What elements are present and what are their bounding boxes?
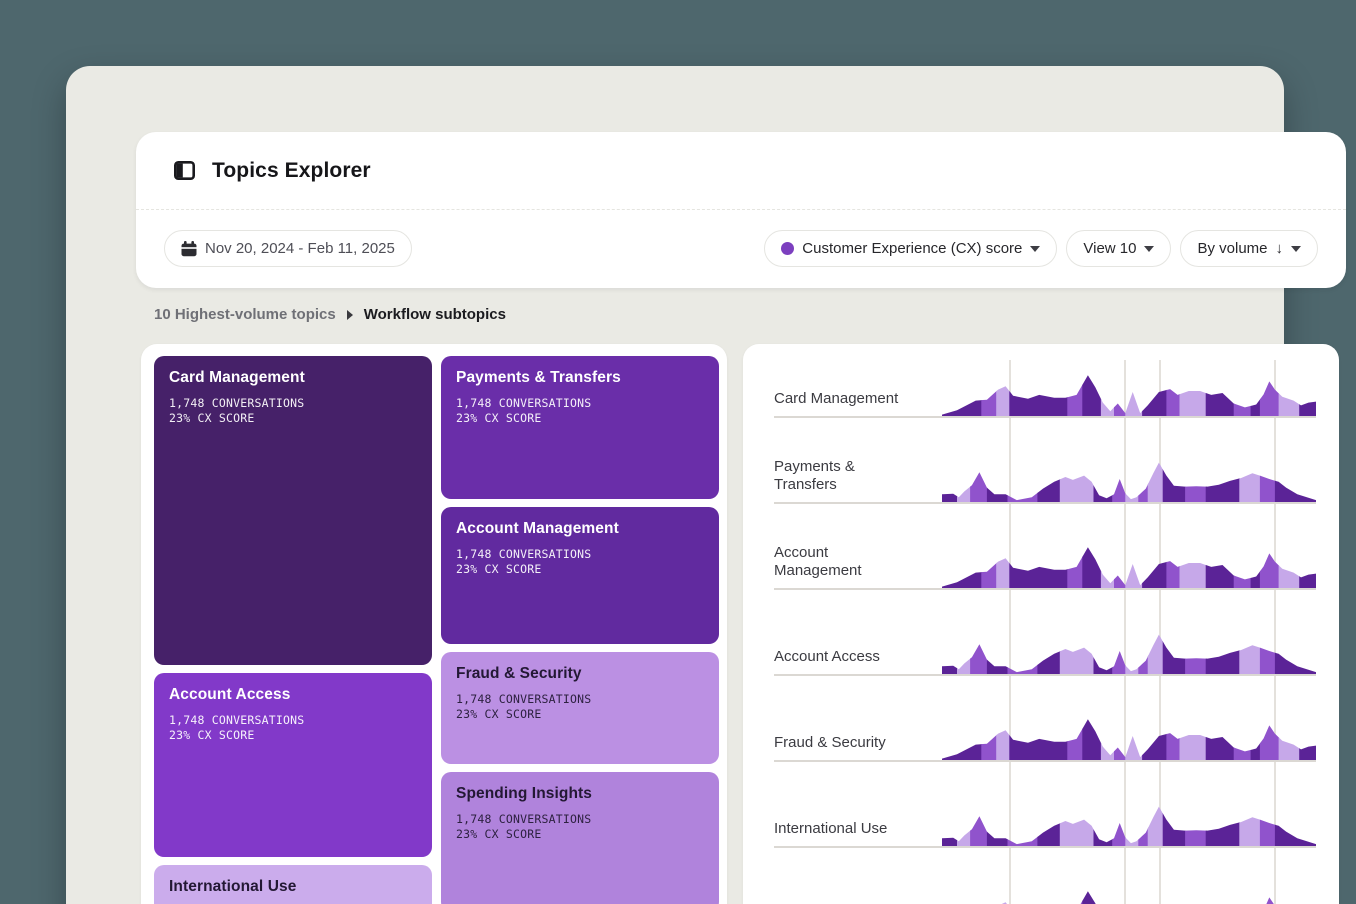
trend-row-baseline [774,416,1316,418]
trend-row-baseline [774,502,1316,504]
breadcrumb-parent[interactable]: 10 Highest-volume topics [154,306,336,323]
trend-area-chart [1001,891,1274,904]
treemap-card-stats: 1,748 CONVERSATIONS 23% CX SCORE [169,713,305,742]
header-card: Topics Explorer Nov 20, 2024 - Feb 11, 2… [136,132,1346,288]
view-count-select[interactable]: View 10 [1066,230,1172,267]
date-range-picker[interactable]: Nov 20, 2024 - Feb 11, 2025 [164,230,412,267]
trend-row-card-management[interactable]: Card Management [743,344,1339,418]
chevron-down-icon [1030,245,1041,252]
chevron-down-icon [1144,245,1155,252]
vertical-gridline [1009,360,1012,904]
vertical-gridline [1123,360,1126,904]
app-container: Topics Explorer Nov 20, 2024 - Feb 11, 2… [66,66,1346,904]
page-title: Topics Explorer [212,158,371,182]
treemap-card-title: Card Management [169,369,305,386]
trend-area-chart [942,719,1316,760]
topics-explorer-icon [174,161,195,180]
trend-charts-panel: Card Management Payments & Transfers Accou… [743,344,1339,904]
view-count-label: View 10 [1083,240,1137,257]
breadcrumb-current: Workflow subtopics [363,306,506,323]
trend-row-label: Fraud & Security [774,734,886,752]
trend-row-account-management[interactable]: Account Management [743,504,1339,590]
trend-rows: Card Management Payments & Transfers Accou… [743,344,1339,904]
treemap-card-stats: 1,748 CONVERSATIONS 23% CX SCORE [169,396,305,425]
toolbar: Nov 20, 2024 - Feb 11, 2025 Customer Exp… [136,210,1346,287]
trend-row-baseline [774,760,1316,762]
arrow-down-icon: ↓ [1275,240,1284,257]
metric-dot [781,242,795,255]
trend-row-international-use[interactable]: International Use [743,762,1339,848]
treemap-card-international-use[interactable]: International Use1,748 CONVERSATIONS 23%… [154,865,432,904]
calendar-icon [181,240,197,256]
breadcrumb: 10 Highest-volume topics Workflow subtop… [154,306,506,323]
trend-area-chart [942,634,1316,674]
date-range-label: Nov 20, 2024 - Feb 11, 2025 [205,240,395,257]
treemap-card-title: Payments & Transfers [456,369,621,386]
trend-row-label: Account Management [774,543,862,580]
trend-row-spending-insights[interactable]: Spending Insights [743,848,1339,904]
trend-area-chart [942,375,1316,416]
trend-area-chart [942,806,1316,846]
chevron-right-icon [346,309,353,320]
treemap-card-card-management[interactable]: Card Management 1,748 CONVERSATIONS 23% C… [154,356,432,665]
toolbar-right-group: Customer Experience (CX) score View 10 B… [764,230,1318,267]
treemap-card-title: Fraud & Security [456,665,582,682]
treemap-card-title: International Use [169,878,297,895]
treemap-card-fraud-security[interactable]: Fraud & Security 1,748 CONVERSATIONS 23% … [441,652,719,764]
chevron-down-icon [1291,245,1301,252]
treemap-card-account-access[interactable]: Account Access 1,748 CONVERSATIONS 23% CX… [154,673,432,857]
treemap-card-payments-transfers[interactable]: Payments & Transfers 1,748 CONVERSATIONS … [441,356,719,499]
treemap-card-stats: 1,748 CONVERSATIONS 23% CX SCORE [456,692,592,721]
trend-row-baseline [774,588,1316,590]
treemap-card-stats: 1,748 CONVERSATIONS 23% CX SCORE [456,547,592,576]
trend-row-label: Card Management [774,390,899,408]
treemap-card-title: Account Access [169,686,291,703]
title-row: Topics Explorer [136,132,1346,210]
trend-row-label: Account Access [774,648,880,666]
trend-row-account-access[interactable]: Account Access [743,590,1339,676]
treemap-card-spending-insights[interactable]: Spending Insights 1,748 CONVERSATIONS 23%… [441,772,719,904]
treemap-panel: Card Management 1,748 CONVERSATIONS 23% C… [141,344,727,904]
trend-row-baseline [774,674,1316,676]
vertical-gridline [1159,360,1162,904]
trend-row-payments-transfers[interactable]: Payments & Transfers [743,418,1339,504]
trend-row-label: Payments & Transfers [774,457,855,494]
metric-select[interactable]: Customer Experience (CX) score [764,230,1058,267]
trend-area-chart [942,462,1316,502]
sort-select[interactable]: By volume ↓ [1180,230,1318,267]
sort-label: By volume [1197,240,1268,257]
treemap-card-stats: 1,748 CONVERSATIONS 23% CX SCORE [456,812,592,841]
trend-row-label: International Use [774,820,888,838]
trend-area-chart [942,547,1316,588]
trend-row-fraud-security[interactable]: Fraud & Security [743,676,1339,762]
trend-row-baseline [774,846,1316,848]
treemap-card-stats: 1,748 CONVERSATIONS 23% CX SCORE [456,396,592,425]
treemap-card-title: Account Management [456,520,619,537]
vertical-gridline [1273,360,1276,904]
metric-label: Customer Experience (CX) score [802,240,1023,257]
treemap-card-title: Spending Insights [456,785,593,802]
treemap-card-account-management[interactable]: Account Management 1,748 CONVERSATIONS 23… [441,507,719,644]
